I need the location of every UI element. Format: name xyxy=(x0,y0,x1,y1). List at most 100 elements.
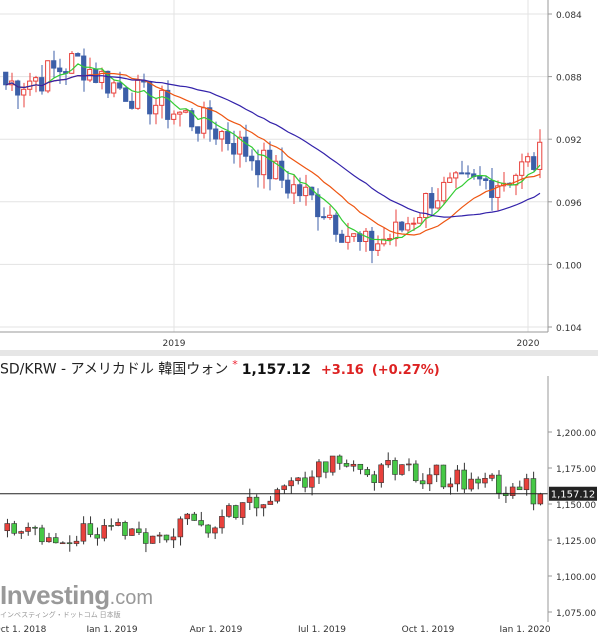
bot-xtick-label: Jan 1, 2020 xyxy=(498,625,550,632)
bot-xtick-label: Jul 1, 2019 xyxy=(297,625,346,632)
top-candle-body xyxy=(495,185,501,198)
top-candle-body xyxy=(477,175,483,180)
price-tag: 1,157.12 xyxy=(549,486,597,501)
top-sma-long xyxy=(5,74,541,218)
top-xtick-label: 2020 xyxy=(517,339,540,349)
bot-candle-body xyxy=(426,474,433,485)
bot-candle-body xyxy=(11,523,17,534)
bot-candle-body xyxy=(406,463,412,466)
investing-logo[interactable]: Investing.com インベスティング・ドットコム 日本版 xyxy=(0,580,153,619)
price-tag-bg xyxy=(549,486,597,501)
top-candle-body xyxy=(105,70,111,94)
bot-candle-body xyxy=(253,496,260,509)
bot-candle-body xyxy=(101,525,107,539)
top-candle-body xyxy=(453,172,459,179)
top-candle-body xyxy=(45,60,51,92)
top-candle-body xyxy=(351,233,357,237)
top-candle-body xyxy=(183,110,189,113)
bot-candle-body xyxy=(205,524,211,534)
top-candle-body xyxy=(69,53,75,74)
bot-candle-body xyxy=(343,463,350,467)
top-candle-body xyxy=(99,70,105,83)
top-candlestick-chart[interactable]: 0.104 0.100 0.096 0.092 0.088 0.084 2019 2020 xyxy=(0,0,598,350)
bot-candle-body xyxy=(232,505,239,518)
bot-candle-body xyxy=(433,464,440,476)
bot-candle-body xyxy=(516,486,523,491)
bot-candle-body xyxy=(336,455,343,464)
bot-candle-body xyxy=(80,523,87,542)
bot-xtick-label: Apr 1, 2019 xyxy=(190,625,243,632)
top-candle-body xyxy=(147,81,153,115)
top-ytick-label: 0.088 xyxy=(556,74,582,84)
bot-ytick-label: 1,150.00 xyxy=(556,501,596,511)
top-candle-body xyxy=(171,113,177,120)
star-marker: * xyxy=(232,358,238,371)
top-candle-body xyxy=(213,128,219,140)
top-candle-body xyxy=(219,131,225,140)
bot-candle-body xyxy=(482,477,488,484)
bot-candle-body xyxy=(32,526,38,529)
bot-candle-body xyxy=(412,463,419,482)
bot-candle-body xyxy=(246,496,253,503)
bot-candle-body xyxy=(108,525,114,527)
top-candle-body xyxy=(447,177,453,183)
bot-candle-body xyxy=(509,486,516,496)
bot-candle-body xyxy=(440,464,447,488)
top-ytick-label: 0.084 xyxy=(556,11,582,21)
bot-candle-body xyxy=(537,493,544,505)
top-candle-body xyxy=(237,136,243,155)
top-candle-body xyxy=(201,107,207,134)
top-ytick-label: 0.104 xyxy=(556,324,582,334)
bot-candle-body xyxy=(523,478,530,491)
top-chart-panel[interactable]: 0.104 0.100 0.096 0.092 0.088 0.084 2019 2020 xyxy=(0,0,598,356)
top-candle-body xyxy=(429,193,435,209)
top-candle-body xyxy=(231,142,237,155)
top-candle-body xyxy=(123,87,129,102)
bot-candle-body xyxy=(350,463,357,467)
bot-candle-body xyxy=(46,537,52,543)
bot-candle-body xyxy=(39,527,45,543)
top-candle-body xyxy=(435,200,441,209)
bot-candle-body xyxy=(364,469,371,476)
top-candle-body xyxy=(369,230,375,251)
bot-candle-body xyxy=(461,469,467,490)
bot-candle-body xyxy=(329,455,336,473)
top-candle-body xyxy=(111,82,117,94)
bot-candle-body xyxy=(219,516,225,529)
price-change-pct: (+0.27%) xyxy=(371,362,440,378)
price-change: +3.16 xyxy=(320,362,364,378)
bot-candle-body xyxy=(212,527,218,534)
bot-candle-body xyxy=(302,477,308,488)
panel-divider xyxy=(0,350,598,356)
top-candle-body xyxy=(243,136,249,157)
top-candle-body xyxy=(399,221,405,231)
top-candle-body xyxy=(195,126,201,134)
bot-ytick-label: 1,125.00 xyxy=(556,537,596,547)
top-candle-body xyxy=(387,238,393,241)
bot-candle-body xyxy=(94,534,101,539)
top-candle-body xyxy=(189,110,195,128)
top-candle-body xyxy=(537,141,543,170)
top-candle-body xyxy=(459,172,465,175)
top-candle-body xyxy=(303,186,309,197)
top-candle-body xyxy=(297,184,303,197)
top-candle-body xyxy=(483,178,489,181)
bottom-chart-panel[interactable]: SD/KRW - アメリカドル 韓国ウォン * 1,157.12 +3.16 (+0.2… xyxy=(0,356,598,632)
top-candle-body xyxy=(423,193,429,219)
top-candle-body xyxy=(285,179,291,194)
bottom-candlestick-chart[interactable]: 1,075.00 1,100.00 1,125.00 1,150.00 1,175.00… xyxy=(0,356,598,632)
top-ytick-label: 0.100 xyxy=(556,261,582,271)
bot-candle-body xyxy=(191,513,197,521)
quote-header: SD/KRW - アメリカドル 韓国ウォン * 1,157.12 +3.16 (+0.2… xyxy=(0,358,440,379)
bot-candle-body xyxy=(322,461,329,473)
bot-candle-body xyxy=(281,485,287,490)
bot-candle-body xyxy=(156,534,163,537)
bot-candle-body xyxy=(177,518,184,538)
bot-candle-body xyxy=(419,480,426,485)
bot-candle-body xyxy=(399,464,405,475)
top-candle-body xyxy=(531,156,537,170)
bot-ytick-label: 1,100.00 xyxy=(556,573,596,583)
top-candle-body xyxy=(315,194,321,218)
bot-candle-body xyxy=(52,537,59,544)
bot-candle-body xyxy=(59,542,66,545)
